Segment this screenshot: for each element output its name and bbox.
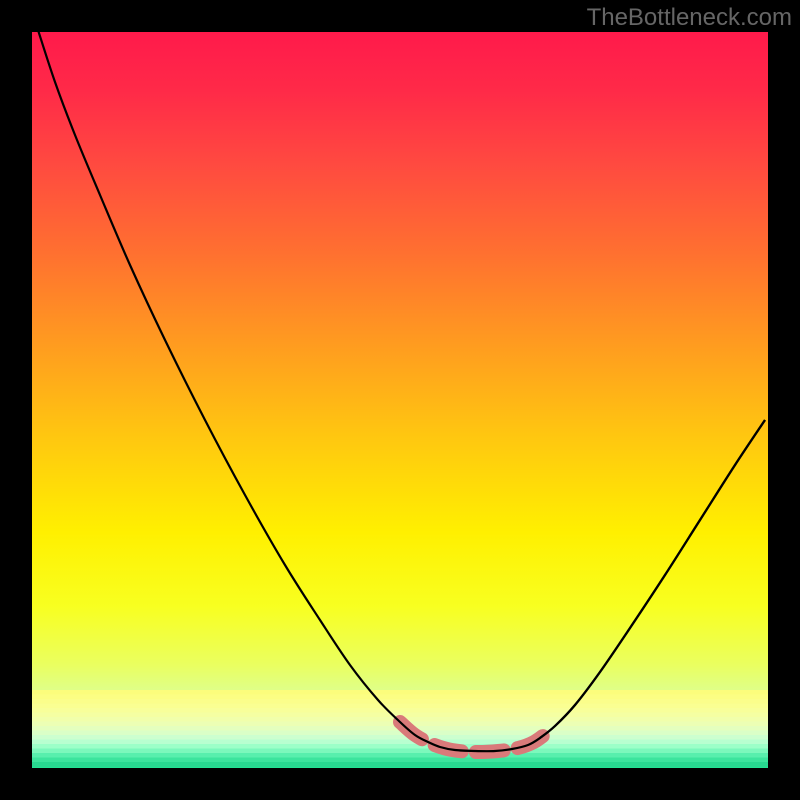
chart-frame: TheBottleneck.com xyxy=(0,0,800,800)
bottleneck-chart xyxy=(0,0,800,800)
chart-gradient-background xyxy=(32,32,768,768)
watermark-text: TheBottleneck.com xyxy=(587,4,792,32)
